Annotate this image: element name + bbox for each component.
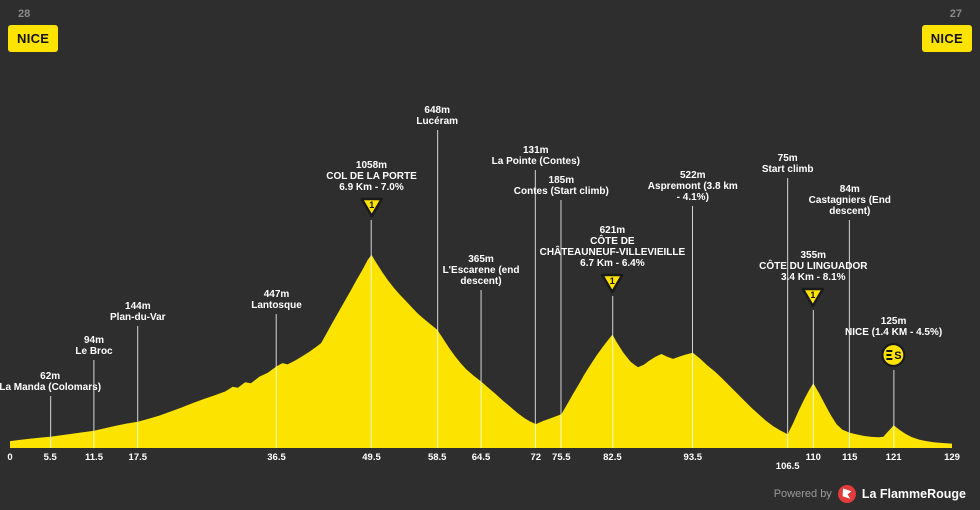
stage-finish-name: NICE [930,31,963,46]
stage-start-box: NICE [8,25,59,52]
stage-finish-number: 27 [949,8,962,20]
powered-by-label: Powered by [773,488,832,500]
brand-name: La FlammeRouge [861,487,966,501]
stage-start-header: 28 NICE [8,8,59,52]
stage-start-name: NICE [17,31,50,46]
brand-logo-icon [837,485,856,503]
stage-start-number: 28 [18,8,31,20]
profile-area [10,254,952,448]
stage-finish-box: NICE [921,25,972,52]
footer: Powered by La FlammeRouge [774,485,966,503]
stage-finish-header: 27 NICE [921,8,972,52]
